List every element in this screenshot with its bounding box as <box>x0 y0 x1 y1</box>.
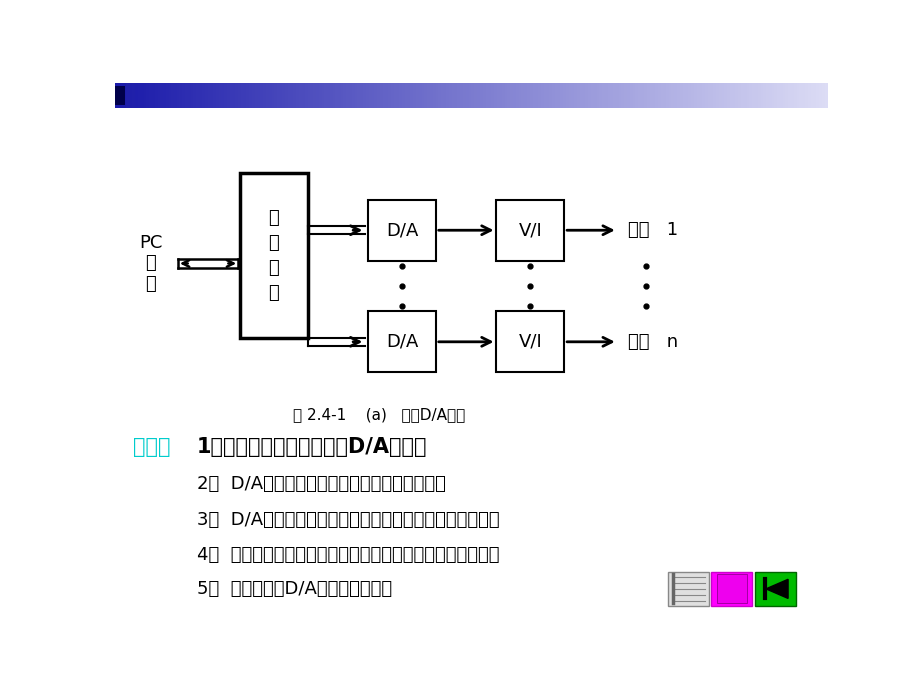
Text: D/A: D/A <box>385 333 418 351</box>
Bar <box>716 574 746 604</box>
Text: 通道   1: 通道 1 <box>628 221 677 239</box>
Text: 2、  D/A转换器芯片内部一般都带有数据锁存器: 2、 D/A转换器芯片内部一般都带有数据锁存器 <box>197 475 446 493</box>
Bar <box>754 571 795 606</box>
Bar <box>368 311 436 373</box>
Text: 特点：: 特点： <box>132 437 170 457</box>
Text: 3、  D/A转换器具有数字信号转换模拟信号、信号保持作用: 3、 D/A转换器具有数字信号转换模拟信号、信号保持作用 <box>197 511 499 529</box>
Bar <box>667 571 709 606</box>
Text: V/I: V/I <box>518 333 541 351</box>
Bar <box>368 199 436 261</box>
Polygon shape <box>766 580 788 598</box>
Bar <box>496 311 563 373</box>
Text: PC
总
线: PC 总 线 <box>139 234 162 293</box>
Bar <box>126 83 135 108</box>
Text: 图 2.4-1    (a)   自备D/A结构: 图 2.4-1 (a) 自备D/A结构 <box>292 407 464 422</box>
Text: 接
口
电
路: 接 口 电 路 <box>268 209 278 302</box>
Bar <box>240 173 307 338</box>
Text: 5、  缺点是所需D/A转换器芯片较多: 5、 缺点是所需D/A转换器芯片较多 <box>197 580 391 598</box>
Text: 通道   n: 通道 n <box>628 333 677 351</box>
Text: D/A: D/A <box>385 221 418 239</box>
Text: 1、一路输出通道使用一个D/A转换器: 1、一路输出通道使用一个D/A转换器 <box>197 437 427 457</box>
Bar <box>496 199 563 261</box>
Bar <box>115 86 125 105</box>
Bar <box>710 571 752 606</box>
Text: 4、  结构简单，转换速度快，工作可靠，精度较高、通道独立: 4、 结构简单，转换速度快，工作可靠，精度较高、通道独立 <box>197 546 499 564</box>
Text: V/I: V/I <box>518 221 541 239</box>
